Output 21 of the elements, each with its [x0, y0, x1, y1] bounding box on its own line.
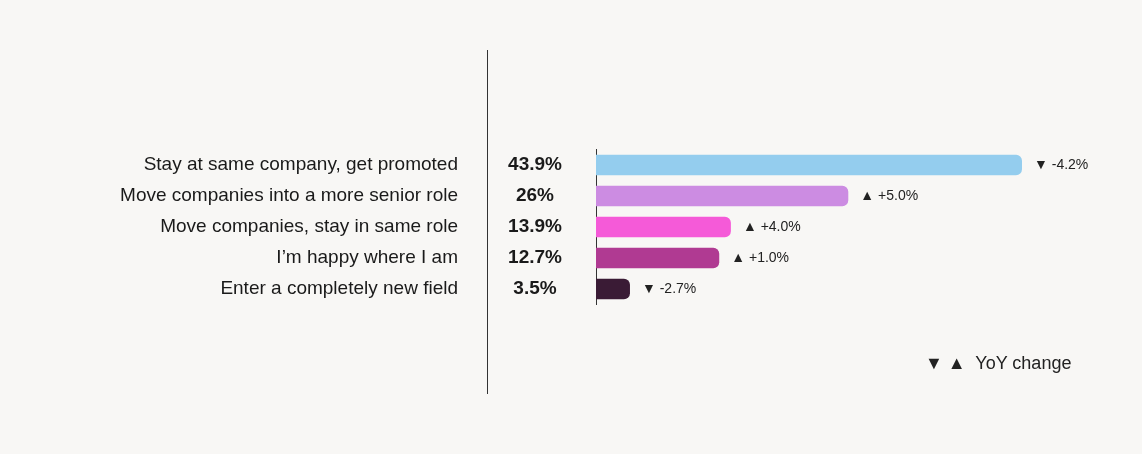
data-label: 3.5% [513, 277, 557, 299]
y-tick-label: Move companies, stay in same role [160, 215, 458, 237]
annotation: ▲ +1.0% [731, 248, 790, 265]
y-tick-label: Move companies into a more senior role [120, 184, 458, 206]
annotation: ▼ -4.2% [1034, 155, 1089, 172]
data-label: 13.9% [508, 215, 563, 237]
text: ▼ ▲ YoY change [925, 352, 1072, 373]
data-label: 26% [515, 184, 555, 206]
y-tick-label: Enter a completely new field [220, 277, 458, 299]
bar [596, 247, 720, 269]
annotation: ▼ -2.7% [641, 279, 697, 296]
bar [596, 185, 849, 207]
y-tick-label: I’m happy where I am [276, 246, 458, 268]
annotation: ▲ +5.0% [860, 186, 919, 203]
bar [596, 278, 630, 300]
data-label: 43.9% [508, 153, 563, 175]
bar [596, 216, 731, 238]
y-tick-label: Stay at same company, get promoted [143, 153, 458, 175]
bar [596, 154, 1022, 176]
annotation: ▲ +4.0% [742, 217, 801, 234]
data-label: 12.7% [508, 246, 563, 268]
